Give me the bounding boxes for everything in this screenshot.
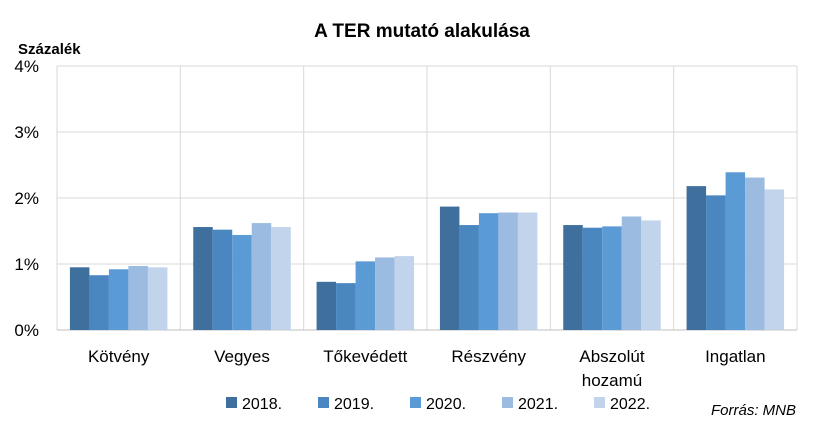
source-note: Forrás: MNB: [711, 402, 796, 419]
y-tick-label: 0%: [14, 321, 39, 340]
x-category-label: Vegyes: [214, 347, 270, 366]
bar: [251, 223, 272, 330]
bar: [517, 212, 538, 330]
bar: [316, 281, 337, 330]
x-category-label: hozamú: [582, 371, 642, 390]
y-axis-ticks: 0% 1% 2% 3% 4%: [14, 57, 39, 340]
x-category-label: Kötvény: [88, 347, 150, 366]
bar: [336, 283, 356, 330]
bar: [725, 172, 746, 330]
bar: [271, 227, 291, 330]
legend-label: 2018.: [242, 396, 282, 413]
bar: [745, 177, 765, 330]
bar: [641, 220, 661, 330]
legend-swatch: [410, 397, 421, 408]
bar: [582, 227, 603, 330]
x-axis-categories: Kötvény Vegyes Tőkevédett Részvény Abszolút h…: [88, 347, 766, 390]
bar: [602, 226, 622, 330]
legend-swatch: [502, 397, 513, 408]
y-tick-label: 2%: [14, 189, 39, 208]
bar: [459, 225, 479, 330]
bars: [69, 172, 785, 330]
legend-swatch: [226, 397, 237, 408]
x-category-label: Részvény: [451, 347, 526, 366]
bar: [89, 275, 109, 330]
bar: [439, 206, 460, 330]
bar: [478, 213, 499, 330]
bar: [212, 229, 233, 330]
y-axis-unit-label: Százalék: [18, 41, 81, 58]
y-tick-label: 3%: [14, 123, 39, 142]
legend-swatch: [594, 397, 605, 408]
x-category-label: Tőkevédett: [323, 347, 407, 366]
bar: [108, 269, 129, 330]
bar: [706, 195, 726, 330]
y-tick-label: 1%: [14, 255, 39, 274]
legend-label: 2021.: [518, 396, 558, 413]
gridlines: [56, 65, 798, 331]
bar: [128, 265, 148, 330]
legend-label: 2019.: [334, 396, 374, 413]
bar: [621, 216, 642, 330]
legend-swatch: [318, 397, 329, 408]
bar: [69, 267, 90, 330]
bar: [375, 257, 395, 330]
legend: 2018. 2019. 2020. 2021. 2022.: [226, 396, 650, 413]
bar: [232, 234, 252, 330]
y-tick-label: 4%: [14, 57, 39, 76]
bar: [193, 227, 213, 330]
x-category-label: Ingatlan: [705, 347, 766, 366]
bar: [355, 261, 376, 330]
bar: [498, 212, 518, 330]
bar: [563, 225, 583, 330]
bar: [147, 267, 168, 330]
bar: [394, 256, 415, 330]
legend-label: 2020.: [426, 396, 466, 413]
x-category-label: Abszolút: [579, 347, 644, 366]
bar: [764, 189, 785, 330]
legend-label: 2022.: [610, 396, 650, 413]
chart-title: A TER mutató alakulása: [314, 21, 530, 42]
bar: [686, 186, 707, 330]
